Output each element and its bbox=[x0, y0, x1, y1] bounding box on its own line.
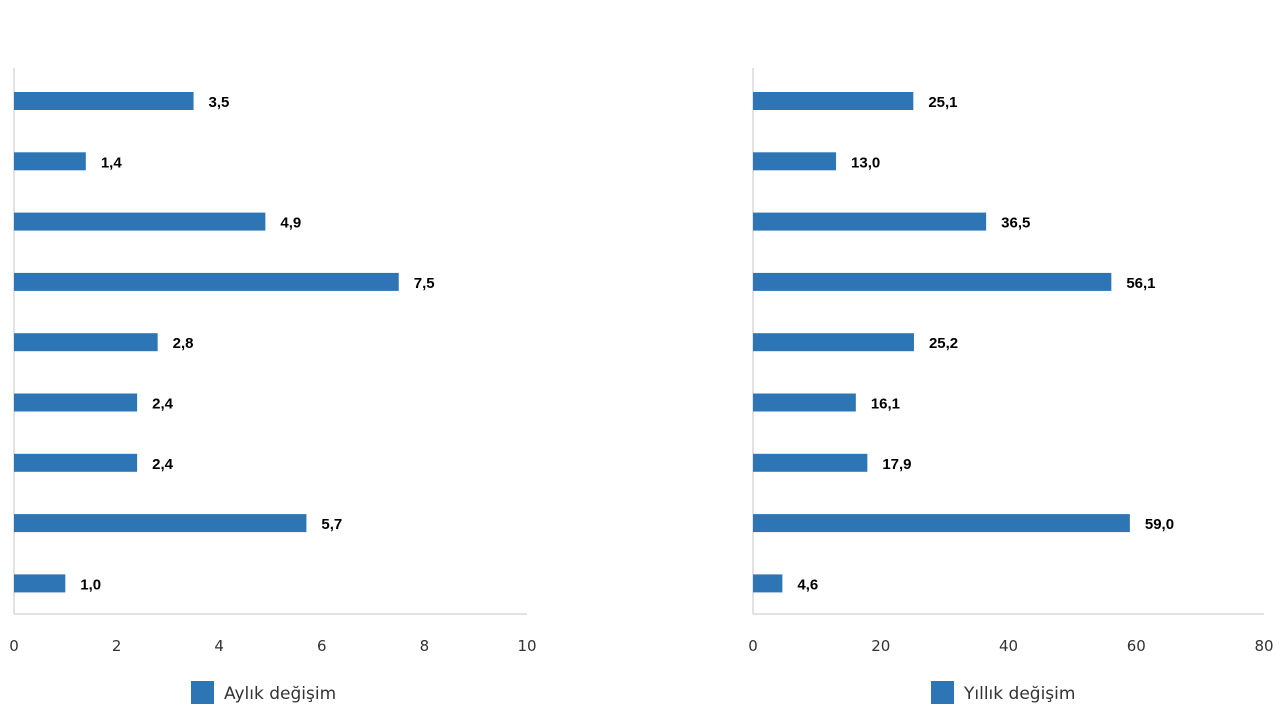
x-tick-label: 10 bbox=[517, 637, 536, 655]
bar bbox=[14, 393, 138, 412]
data-label: 3,5 bbox=[209, 94, 230, 111]
bar bbox=[753, 514, 1130, 533]
bar bbox=[753, 92, 914, 110]
bar bbox=[14, 514, 307, 533]
data-label: 1,4 bbox=[101, 154, 123, 171]
legend-label: Yıllık değişim bbox=[963, 684, 1075, 704]
data-label: 4,6 bbox=[797, 576, 818, 593]
x-tick-label: 6 bbox=[317, 637, 327, 655]
data-label: 36,5 bbox=[1001, 215, 1030, 232]
bar bbox=[14, 152, 86, 171]
legend-label: Aylık değişim bbox=[224, 684, 336, 704]
data-label: 25,2 bbox=[929, 335, 958, 352]
bar bbox=[14, 272, 399, 291]
x-tick-label: 60 bbox=[1127, 637, 1146, 655]
bar bbox=[753, 212, 987, 231]
chart-panel-2: 25,1 13,0 36,5 56,1 25,2 16,1 17,9 59,0 4,6 0 20 40… bbox=[748, 68, 1274, 704]
legend-swatch bbox=[931, 681, 954, 704]
x-tick-label: 2 bbox=[112, 637, 122, 655]
bar bbox=[753, 453, 868, 472]
bar bbox=[753, 152, 837, 171]
x-tick-label: 0 bbox=[9, 637, 19, 655]
bar bbox=[753, 333, 914, 352]
bar bbox=[14, 333, 158, 352]
bar bbox=[14, 574, 66, 593]
bar bbox=[753, 393, 856, 412]
data-label: 2,8 bbox=[173, 335, 194, 352]
legend-swatch bbox=[191, 681, 214, 704]
bar bbox=[753, 574, 783, 593]
data-label: 7,5 bbox=[414, 275, 435, 292]
data-label: 5,7 bbox=[321, 516, 342, 533]
x-tick-label: 40 bbox=[999, 637, 1018, 655]
bar bbox=[14, 92, 194, 110]
data-label: 4,9 bbox=[280, 215, 301, 232]
chart-panel-1: 3,5 1,4 4,9 7,5 2,8 2,4 2,4 5,7 1,0 0 2 4 6 8 10 Aylık … bbox=[9, 68, 537, 704]
x-tick-label: 4 bbox=[214, 637, 224, 655]
data-label: 56,1 bbox=[1126, 275, 1155, 292]
data-label: 2,4 bbox=[152, 396, 174, 413]
bar bbox=[14, 453, 138, 472]
data-label: 1,0 bbox=[80, 576, 101, 593]
data-label: 16,1 bbox=[871, 396, 900, 413]
x-tick-label: 8 bbox=[420, 637, 430, 655]
data-label: 13,0 bbox=[851, 154, 880, 171]
x-tick-label: 0 bbox=[748, 637, 758, 655]
data-label: 17,9 bbox=[882, 456, 911, 473]
bar bbox=[14, 212, 266, 231]
x-tick-label: 20 bbox=[871, 637, 890, 655]
data-label: 59,0 bbox=[1145, 516, 1174, 533]
x-tick-label: 80 bbox=[1254, 637, 1273, 655]
bar bbox=[753, 272, 1112, 291]
data-label: 25,1 bbox=[928, 94, 957, 111]
data-label: 2,4 bbox=[152, 456, 174, 473]
